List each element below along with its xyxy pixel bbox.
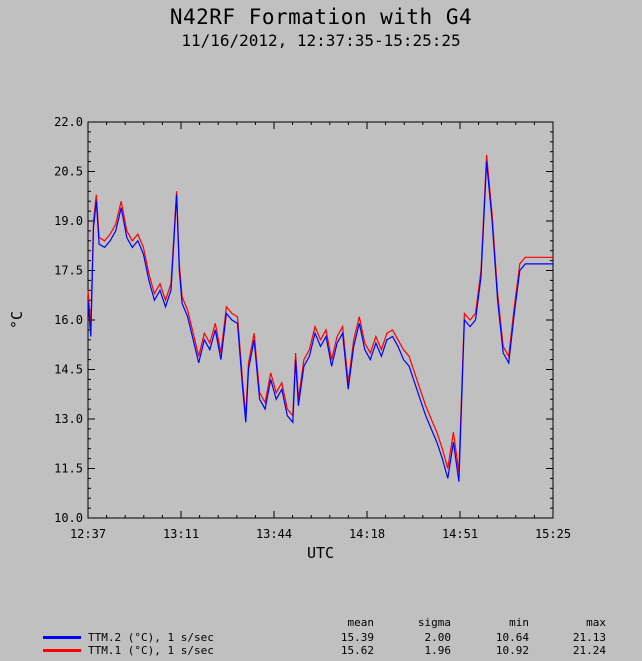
y-tick-label: 20.5 <box>54 165 83 179</box>
legend-min-ttm1: 10.92 <box>495 644 529 657</box>
y-tick-label: 16.0 <box>54 313 83 327</box>
chart-canvas: 10.0 11.5 13.0 14.5 16.0 17.5 19.0 20.5 22.0 12:3… <box>8 115 571 562</box>
legend-header-sigma: sigma <box>417 616 451 629</box>
legend-mean-ttm1: 15.62 <box>340 644 374 657</box>
y-tick-label: 17.5 <box>54 264 83 278</box>
x-tick-label: 14:51 <box>442 527 478 541</box>
legend-header-mean: mean <box>347 616 375 629</box>
plot-area <box>87 121 554 519</box>
legend-header-max: max <box>586 616 606 629</box>
x-tick-label: 13:11 <box>163 527 199 541</box>
legend-max-ttm1: 21.24 <box>572 644 606 657</box>
x-tick-label: 15:25 <box>535 527 571 541</box>
legend-label-ttm2: TTM.2 (°C), 1 s/sec <box>88 631 214 644</box>
chart-subtitle: 11/16/2012, 12:37:35-15:25:25 <box>181 31 461 50</box>
x-axis-label: UTC <box>307 544 334 562</box>
y-tick-label: 11.5 <box>54 462 83 476</box>
legend-mean-ttm2: 15.39 <box>340 631 374 644</box>
legend-swatch-ttm2 <box>43 636 81 639</box>
legend-header-min: min <box>509 616 529 629</box>
chart-title: N42RF Formation with G4 <box>169 5 473 29</box>
y-tick-label: 19.0 <box>54 214 83 228</box>
y-tick-label: 13.0 <box>54 412 83 426</box>
x-tick-label: 12:37 <box>70 527 106 541</box>
legend: mean sigma min max TTM.2 (°C), 1 s/sec 1… <box>0 616 642 661</box>
y-axis-label: °C <box>8 311 26 329</box>
legend-max-ttm2: 21.13 <box>572 631 606 644</box>
series-line-ttm2 <box>87 161 553 482</box>
y-tick-label: 22.0 <box>54 115 83 129</box>
x-tick-label: 13:44 <box>256 527 292 541</box>
legend-entry-ttm2: TTM.2 (°C), 1 s/sec 15.39 2.00 10.64 21.… <box>0 631 642 645</box>
series-line-ttm1 <box>87 154 553 472</box>
legend-sigma-ttm1: 1.96 <box>424 644 452 657</box>
y-tick-label: 14.5 <box>54 363 83 377</box>
legend-swatch-ttm1 <box>43 649 81 652</box>
y-tick-label: 10.0 <box>54 511 83 525</box>
legend-entry-ttm1: TTM.1 (°C), 1 s/sec 15.62 1.96 10.92 21.… <box>0 644 642 658</box>
legend-min-ttm2: 10.64 <box>495 631 529 644</box>
legend-label-ttm1: TTM.1 (°C), 1 s/sec <box>88 644 214 657</box>
legend-sigma-ttm2: 2.00 <box>424 631 452 644</box>
x-tick-label: 14:18 <box>349 527 385 541</box>
